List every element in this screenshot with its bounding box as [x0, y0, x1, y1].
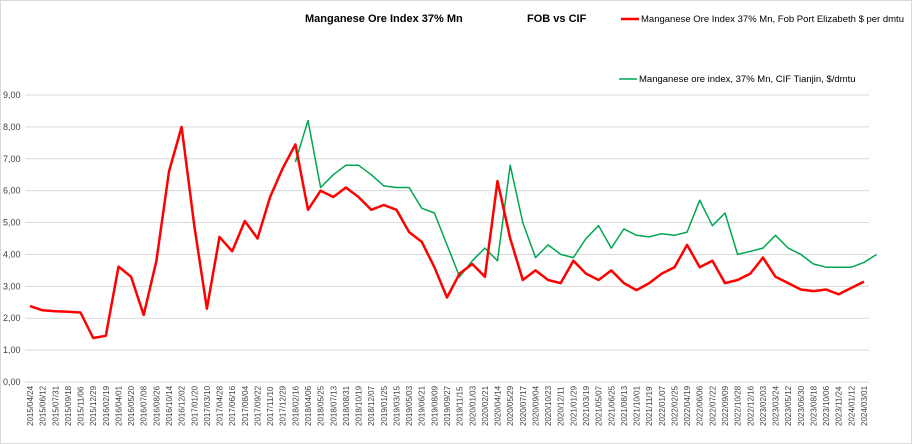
x-tick-label: 2023/02/03: [759, 385, 768, 426]
x-tick-label: 2015/12/29: [89, 385, 98, 426]
series-line-cif-tianjin: [294, 119, 878, 278]
x-tick-label: 2017/06/16: [228, 385, 237, 426]
x-tick-label: 2019/01/25: [380, 385, 389, 426]
y-tick-label: 7,00: [3, 154, 21, 164]
y-tick-label: 5,00: [3, 218, 21, 228]
x-tick-label: 2021/11/19: [645, 386, 654, 426]
x-tick-label: 2023/05/12: [784, 385, 793, 426]
x-tick-label: 2018/04/06: [304, 385, 313, 426]
x-tick-label: 2020/12/11: [557, 386, 566, 426]
x-tick-label: 2021/01/29: [569, 385, 578, 426]
series-line-fob-port-elizabeth: [29, 125, 865, 340]
x-tick-label: 2022/04/19: [683, 385, 692, 426]
chart-subtitle: FOB vs CIF: [527, 13, 587, 25]
legend-label-cif: Manganese ore index, 37% Mn, CIF Tianjin…: [639, 74, 856, 85]
x-tick-label: 2017/03/10: [203, 385, 212, 426]
x-tick-label: 2023/08/18: [809, 385, 818, 426]
x-tick-label: 2020/07/17: [519, 385, 528, 426]
y-tick-label: 1,00: [3, 345, 21, 355]
x-tick-label: 2015/04/24: [26, 385, 35, 426]
x-tick-label: 2019/11/15: [456, 386, 465, 426]
x-tick-label: 2018/07/13: [329, 385, 338, 426]
x-tick-label: 2016/12/02: [178, 385, 187, 426]
y-tick-label: 2,00: [3, 313, 21, 323]
x-tick-label: 2016/10/14: [165, 385, 174, 426]
x-tick-label: 2024/01/12: [847, 385, 856, 426]
x-tick-label: 2020/09/04: [531, 385, 540, 426]
x-tick-label: 2020/04/14: [494, 385, 503, 426]
x-tick-label: 2023/03/24: [772, 385, 781, 426]
y-axis: 0,00 1,00 2,00 3,00 4,00 5,00 6,00 7,00 8,00 9,00: [3, 90, 21, 387]
x-tick-label: 2020/01/03: [468, 385, 477, 426]
x-tick-label: 2022/01/07: [658, 385, 667, 426]
x-tick-label: 2018/12/07: [367, 385, 376, 426]
x-tick-label: 2021/05/07: [595, 385, 604, 426]
x-tick-label: 2016/02/19: [102, 385, 111, 426]
x-tick-label: 2015/07/31: [51, 385, 60, 426]
plot-series: [29, 119, 878, 340]
x-tick-label: 2021/06/25: [607, 385, 616, 426]
x-tick-label: 2022/06/06: [696, 385, 705, 426]
x-tick-label: 2016/04/01: [114, 385, 123, 426]
x-tick-label: 2023/11/24: [835, 386, 844, 426]
x-tick-label: 2023/06/30: [797, 385, 806, 426]
chart-title: Manganese Ore Index 37% Mn: [305, 13, 463, 25]
x-tick-label: 2019/09/27: [443, 385, 452, 426]
x-tick-label: 2018/10/19: [355, 385, 364, 426]
y-tick-label: 4,00: [3, 249, 21, 259]
x-tick-label: 2017/04/28: [216, 385, 225, 426]
x-tick-label: 2022/09/09: [721, 385, 730, 426]
x-tick-label: 2019/03/15: [392, 385, 401, 426]
x-tick-label: 2021/10/01: [633, 385, 642, 426]
x-tick-label: 2015/06/12: [39, 385, 48, 426]
y-tick-label: 8,00: [3, 122, 21, 132]
legend-label-fob: Manganese Ore Index 37% Mn, Fob Port Eli…: [641, 14, 904, 25]
x-tick-label: 2022/10/28: [734, 385, 743, 426]
x-tick-label: 2021/03/19: [582, 385, 591, 426]
x-tick-label: 2017/11/10: [266, 386, 275, 426]
x-tick-label: 2015/09/18: [64, 385, 73, 426]
x-tick-label: 2022/02/25: [670, 385, 679, 426]
gridlines: [25, 94, 869, 383]
x-tick-label: 2020/10/23: [544, 385, 553, 426]
x-tick-label: 2017/08/04: [241, 385, 250, 426]
x-tick-label: 2020/05/29: [506, 385, 515, 426]
x-tick-label: 2018/05/25: [317, 385, 326, 426]
x-tick-label: 2017/01/20: [190, 385, 199, 426]
x-axis: 2015/04/24 2015/06/12 2015/07/31 2015/09/18…: [26, 385, 869, 426]
x-tick-label: 2022/12/16: [746, 385, 755, 426]
x-tick-label: 2015/11/06: [77, 386, 86, 426]
x-tick-label: 2023/10/06: [822, 385, 831, 426]
y-tick-label: 0,00: [3, 377, 21, 387]
x-tick-label: 2019/05/03: [405, 385, 414, 426]
y-tick-label: 6,00: [3, 186, 21, 196]
x-tick-label: 2020/02/21: [481, 385, 490, 426]
x-tick-label: 2019/08/09: [430, 385, 439, 426]
x-tick-label: 2018/02/16: [291, 385, 300, 426]
x-tick-label: 2017/12/29: [279, 385, 288, 426]
x-tick-label: 2018/08/31: [342, 385, 351, 426]
y-tick-label: 9,00: [3, 90, 21, 100]
legend: Manganese Ore Index 37% Mn, Fob Port Eli…: [619, 14, 904, 85]
x-tick-label: 2021/08/13: [620, 385, 629, 426]
x-tick-label: 2024/03/01: [860, 385, 869, 426]
x-tick-label: 2019/06/21: [418, 385, 427, 426]
x-tick-label: 2016/08/26: [152, 385, 161, 426]
x-tick-label: 2016/05/20: [127, 385, 136, 426]
x-tick-label: 2022/07/22: [708, 385, 717, 426]
y-tick-label: 3,00: [3, 281, 21, 291]
x-tick-label: 2017/09/22: [253, 385, 262, 426]
x-tick-label: 2016/07/08: [140, 385, 149, 426]
